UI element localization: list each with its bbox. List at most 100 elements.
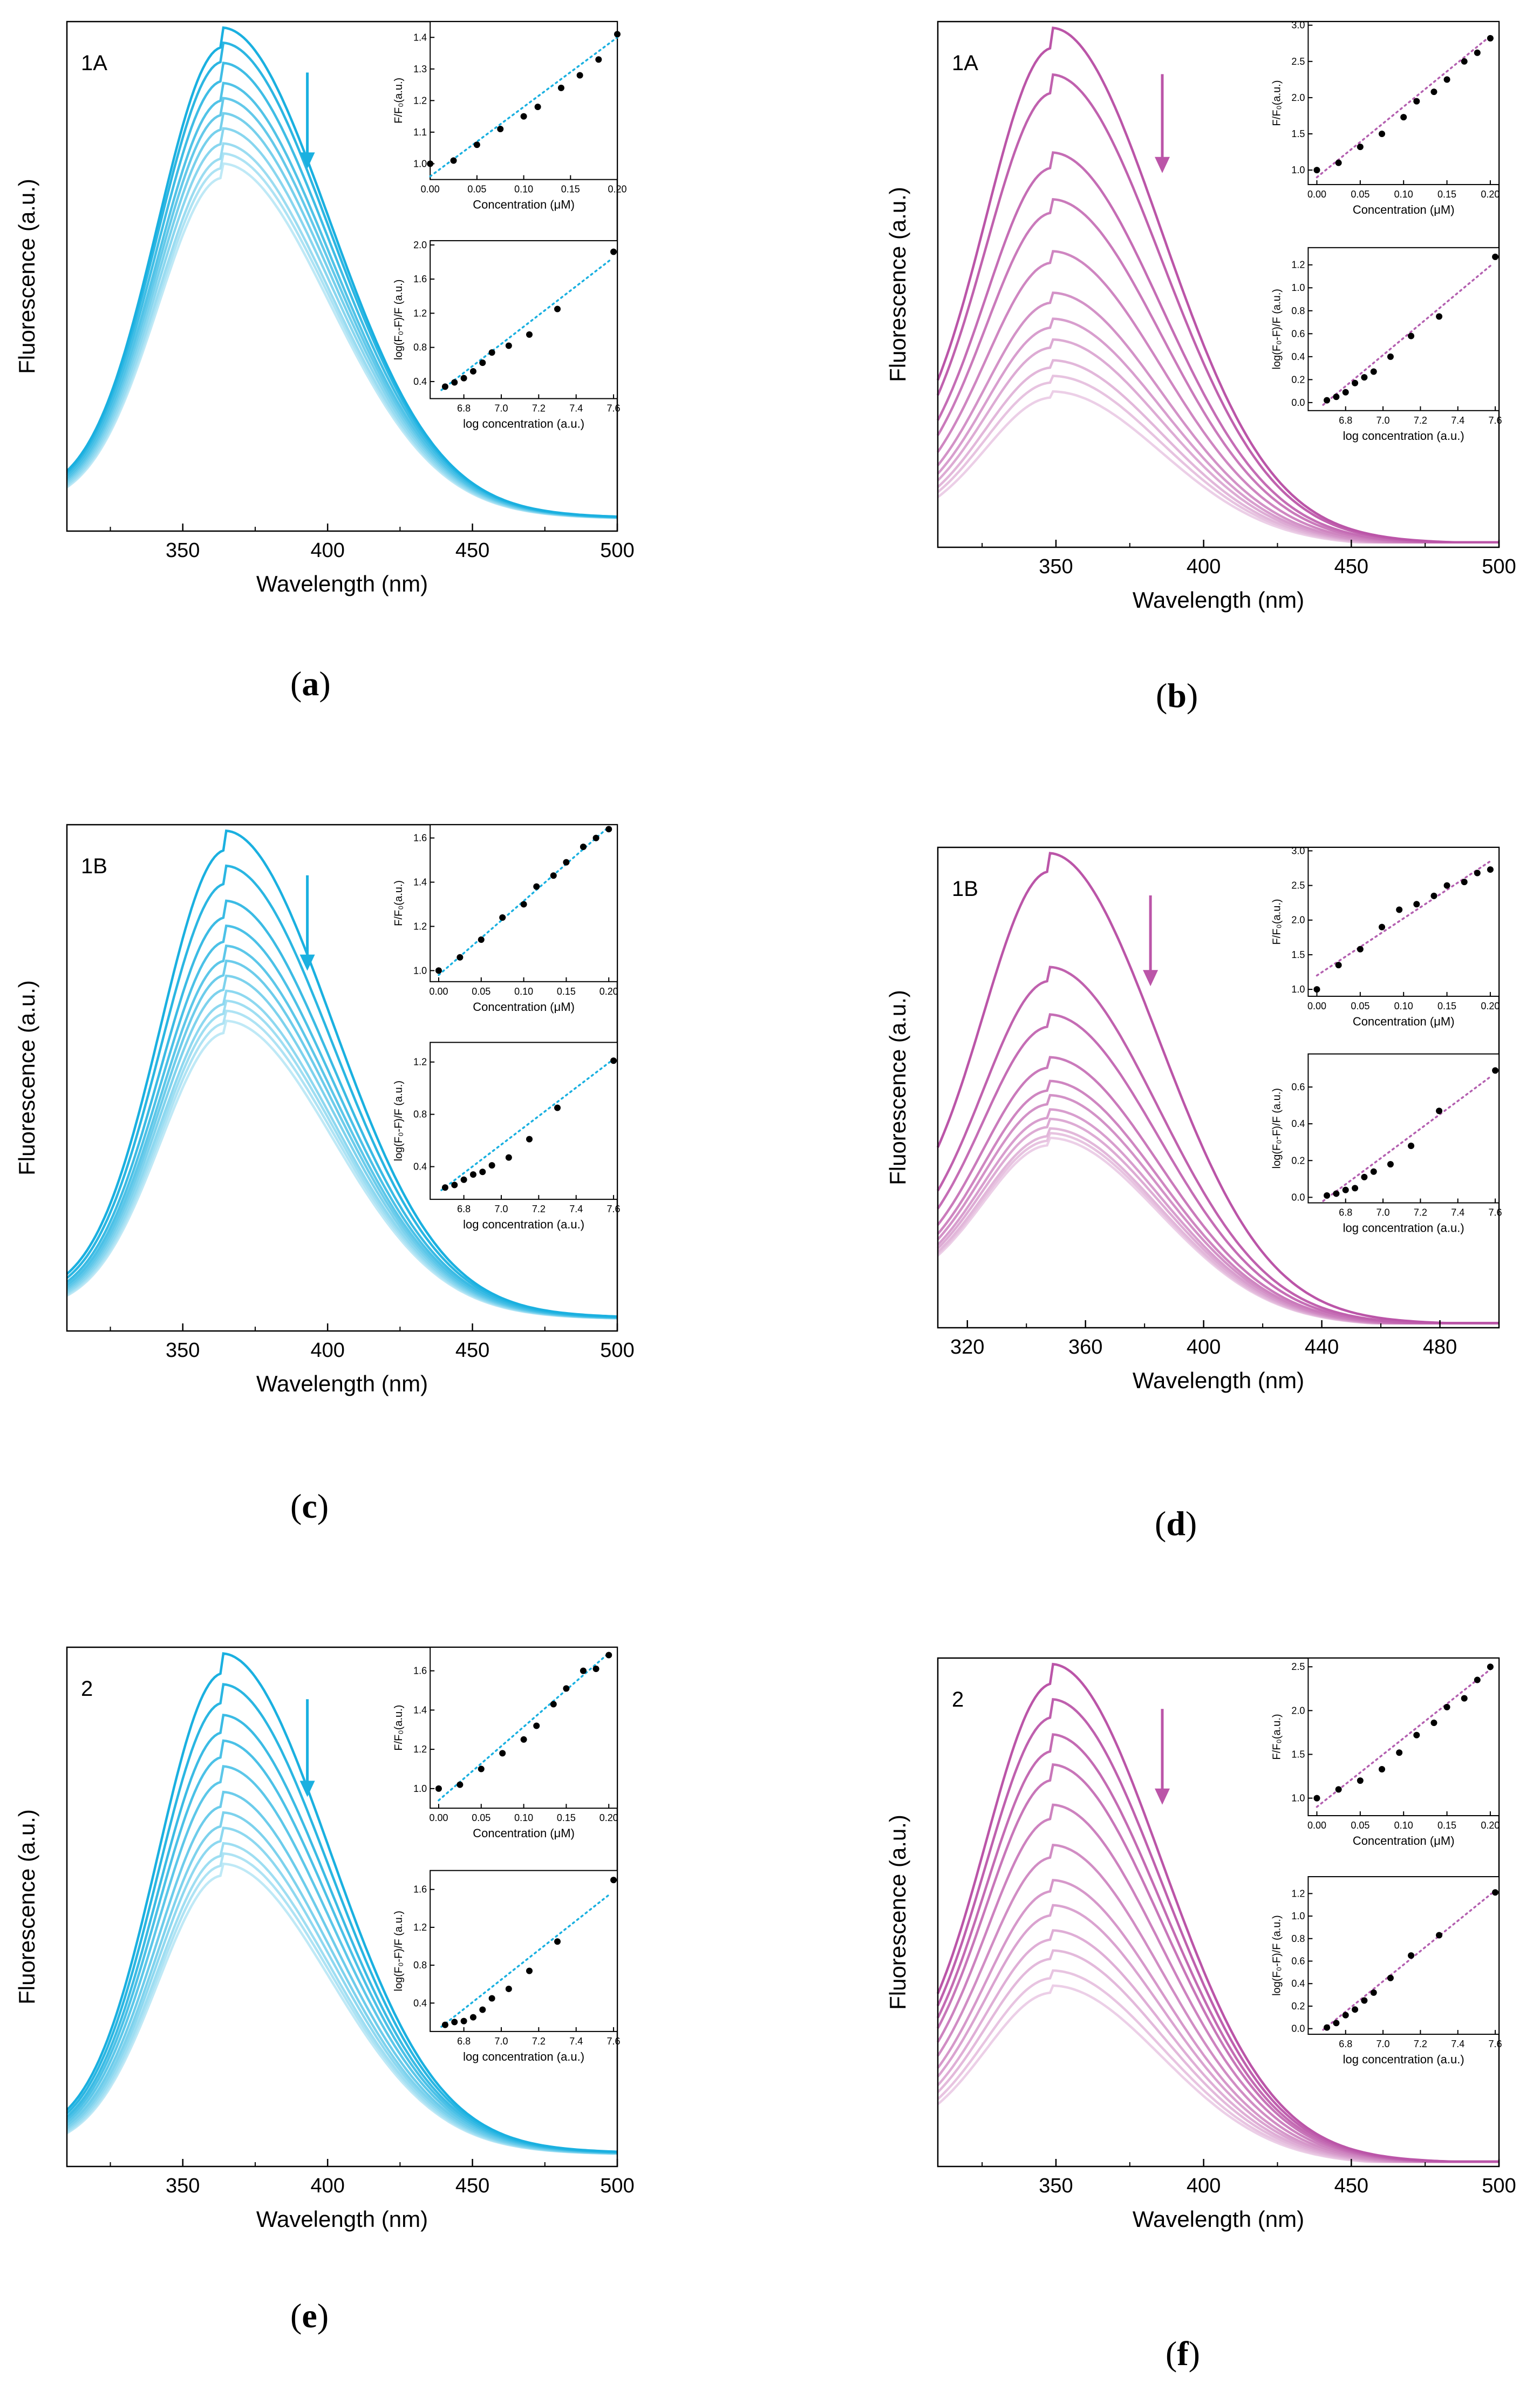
inset-x-tick-label: 0.00 <box>1307 189 1326 200</box>
data-point <box>520 113 527 120</box>
data-point <box>1342 389 1349 396</box>
inset-top: 0.00 0.05 0.10 0.15 0.20 1.0 1.5 2.0 2.5 3.0 Conce… <box>1271 20 1500 216</box>
inset-x-tick-label: 0.05 <box>472 1812 490 1823</box>
data-point <box>1352 1185 1359 1192</box>
data-point <box>1413 1731 1420 1738</box>
data-point <box>554 1938 561 1945</box>
inset-x-label: log concentration (a.u.) <box>1343 429 1464 443</box>
inset-y-label: F/F₀(a.u.) <box>1271 899 1283 945</box>
data-point <box>554 1104 561 1111</box>
inset-x-tick-label: 7.4 <box>1451 2039 1464 2049</box>
sample-label: 2 <box>952 1688 964 1711</box>
inset-x-tick-label: 7.6 <box>607 1204 621 1214</box>
inset-y-tick-label: 3.0 <box>1291 20 1305 31</box>
y-axis-label: Fluorescence (a.u.) <box>885 187 910 382</box>
caption-paren: ( <box>290 1487 302 1525</box>
x-axis-label: Wavelength (nm) <box>1133 2206 1304 2232</box>
data-point <box>1379 131 1386 138</box>
x-tick-label: 480 <box>1423 1336 1457 1358</box>
quench-arrow-head <box>299 954 315 971</box>
sample-label: 1B <box>952 877 978 901</box>
inset-y-tick-label: 1.0 <box>413 1783 427 1794</box>
data-point <box>533 1722 540 1729</box>
data-point <box>435 1785 442 1792</box>
data-point <box>1408 1952 1415 1959</box>
data-point <box>1361 1173 1368 1180</box>
inset-x-tick-label: 0.10 <box>514 986 533 997</box>
y-axis-label: Fluorescence (a.u.) <box>885 1815 910 2010</box>
data-point <box>1430 892 1437 899</box>
spectrum-line <box>937 966 1499 1324</box>
inset-y-tick-label: 0.4 <box>413 1161 427 1172</box>
inset-x-tick-label: 0.15 <box>1437 1001 1456 1011</box>
caption-b: (b) <box>1156 676 1198 716</box>
inset-x-tick-label: 7.0 <box>494 2036 508 2047</box>
data-point <box>563 859 570 866</box>
data-point <box>1324 397 1331 404</box>
x-axis-label: Wavelength (nm) <box>256 1371 428 1396</box>
inset-frame <box>430 1042 618 1200</box>
inset-x-tick-label: 0.15 <box>561 184 580 195</box>
caption-paren: ) <box>319 664 331 703</box>
data-point <box>1387 353 1394 360</box>
x-tick-label: 350 <box>1039 555 1073 578</box>
inset-bottom: 6.8 7.0 7.2 7.4 7.6 0.0 0.2 0.4 0.6 log concentra… <box>1271 1053 1502 1235</box>
data-point <box>1370 1168 1377 1175</box>
data-point <box>478 1765 485 1772</box>
data-point <box>441 2021 448 2028</box>
data-point <box>580 843 587 850</box>
inset-x-tick-label: 7.6 <box>1489 1207 1502 1218</box>
panel-c: 350 400 450 500 Wavelength (nm) Fluorescence … <box>14 824 635 1396</box>
data-point <box>1333 1190 1340 1197</box>
data-point <box>505 1154 512 1161</box>
data-point <box>1357 144 1364 151</box>
x-tick-label: 350 <box>166 1339 200 1362</box>
data-point <box>456 954 464 961</box>
data-point <box>526 1136 533 1143</box>
inset-y-tick-label: 1.4 <box>413 877 427 887</box>
caption-f: (f) <box>1166 2334 1200 2374</box>
x-tick-label: 400 <box>1187 1336 1221 1358</box>
inset-y-tick-label: 2.0 <box>1291 92 1305 103</box>
data-point <box>1408 1143 1415 1150</box>
data-point <box>580 1667 587 1674</box>
y-axis-label: Fluorescence (a.u.) <box>14 1809 39 2005</box>
data-point <box>1357 946 1364 953</box>
caption-paren: ( <box>1156 676 1168 715</box>
inset-x-tick-label: 0.20 <box>608 184 626 195</box>
inset-x-tick-label: 0.20 <box>1481 189 1500 200</box>
inset-x-tick-label: 7.2 <box>1414 1207 1427 1218</box>
inset-x-label: Concentration (μM) <box>1353 1015 1455 1028</box>
inset-x-tick-label: 0.00 <box>421 184 440 195</box>
data-point <box>450 157 457 164</box>
data-point <box>550 1701 557 1708</box>
inset-y-tick-label: 1.2 <box>413 1057 427 1068</box>
inset-x-tick-label: 0.20 <box>599 1812 618 1823</box>
data-point <box>460 1176 467 1183</box>
x-tick-label: 360 <box>1068 1336 1102 1358</box>
data-point <box>520 901 527 908</box>
fit-line <box>438 826 610 976</box>
inset-y-tick-label: 0.0 <box>1291 1192 1305 1203</box>
caption-paren: ) <box>1186 676 1198 715</box>
data-point <box>473 141 480 148</box>
inset-y-tick-label: 1.2 <box>413 308 427 318</box>
data-point <box>1461 58 1468 65</box>
data-point <box>610 1877 617 1884</box>
inset-y-tick-label: 1.3 <box>413 64 427 74</box>
data-point <box>499 914 506 921</box>
data-point <box>1313 167 1320 174</box>
x-axis-label: Wavelength (nm) <box>256 2206 428 2232</box>
inset-top: 0.00 0.05 0.10 0.15 0.20 1.0 1.1 1.2 1.3 1.4 Conce… <box>393 21 627 212</box>
data-point <box>488 349 495 356</box>
inset-y-tick-label: 0.8 <box>1291 305 1305 316</box>
inset-y-tick-label: 1.0 <box>1291 165 1305 175</box>
inset-x-label: Concentration (μM) <box>473 198 575 212</box>
data-point <box>1335 962 1342 969</box>
inset-x-tick-label: 0.20 <box>599 986 618 997</box>
inset-y-tick-label: 0.2 <box>1291 2001 1305 2012</box>
x-tick-label: 450 <box>1334 555 1368 578</box>
inset-y-label: log(F₀-F)/F (a.u.) <box>1271 289 1283 369</box>
inset-x-tick-label: 0.10 <box>514 184 533 195</box>
inset-y-tick-label: 1.2 <box>1291 1888 1305 1899</box>
